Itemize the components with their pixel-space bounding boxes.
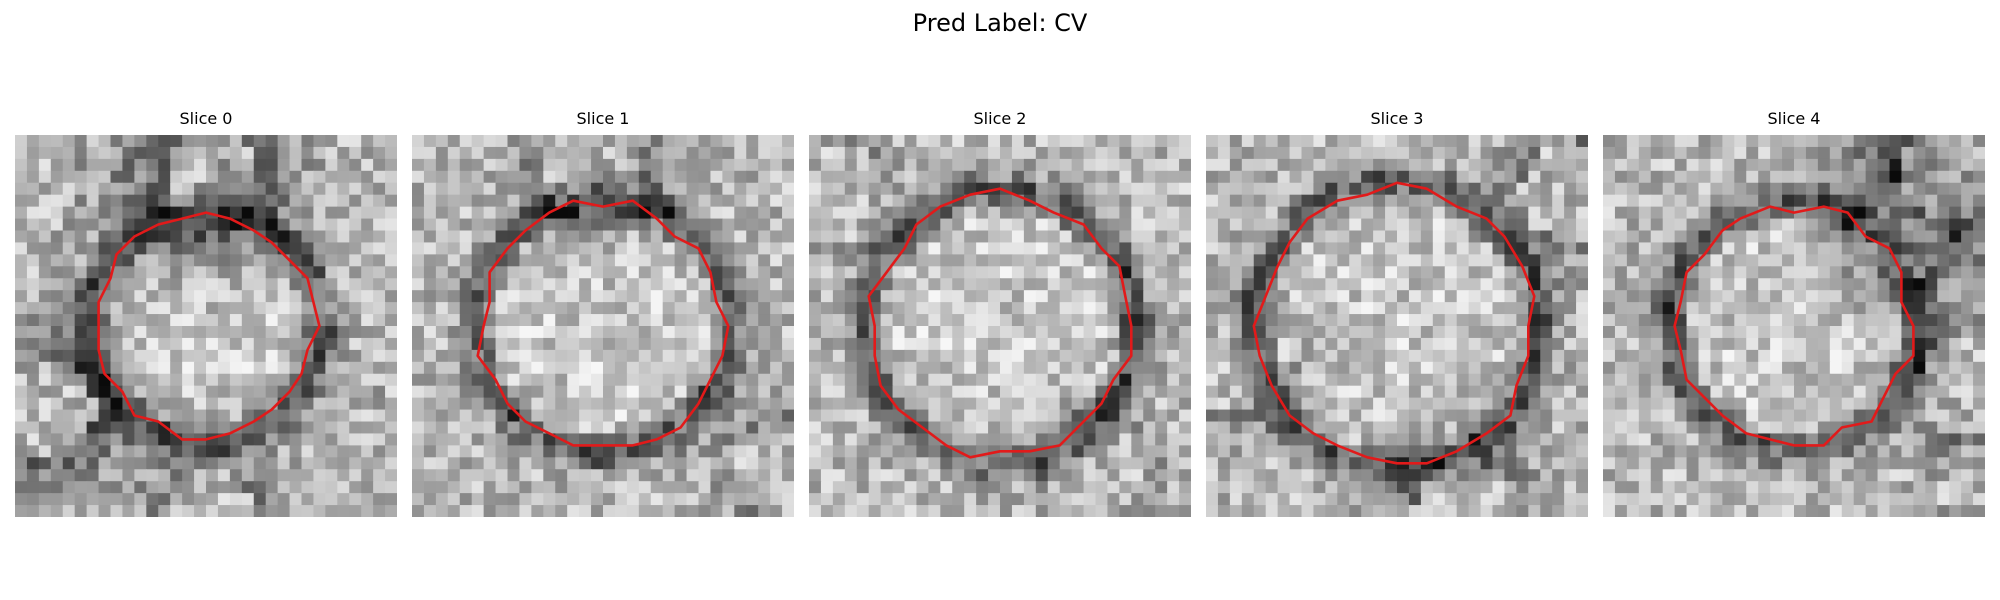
panel-slice-0: Slice 0 xyxy=(15,108,397,518)
grayscale-slice-image xyxy=(809,135,1191,517)
panel-title: Slice 4 xyxy=(1767,109,1821,128)
panel-title: Slice 0 xyxy=(179,109,233,128)
red-contour-outline xyxy=(476,199,730,447)
grayscale-slice-image xyxy=(1206,135,1588,517)
red-contour-outline xyxy=(1673,205,1915,447)
figure-title: Pred Label: CV xyxy=(912,9,1088,37)
grayscale-slice-image xyxy=(412,135,794,517)
panel-slice-4: Slice 4 xyxy=(1603,108,1985,518)
red-contour-outline xyxy=(1252,181,1536,465)
red-contour-outline xyxy=(97,211,321,441)
panel-title: Slice 2 xyxy=(973,109,1027,128)
panel-slice-2: Slice 2 xyxy=(809,108,1191,518)
grayscale-slice-image xyxy=(15,135,397,517)
panel-title: Slice 3 xyxy=(1370,109,1424,128)
panel-title: Slice 1 xyxy=(576,109,630,128)
grayscale-slice-image xyxy=(1603,135,1985,517)
red-contour-outline xyxy=(867,187,1133,459)
panel-slice-1: Slice 1 xyxy=(412,108,794,518)
panel-slice-3: Slice 3 xyxy=(1206,108,1588,518)
